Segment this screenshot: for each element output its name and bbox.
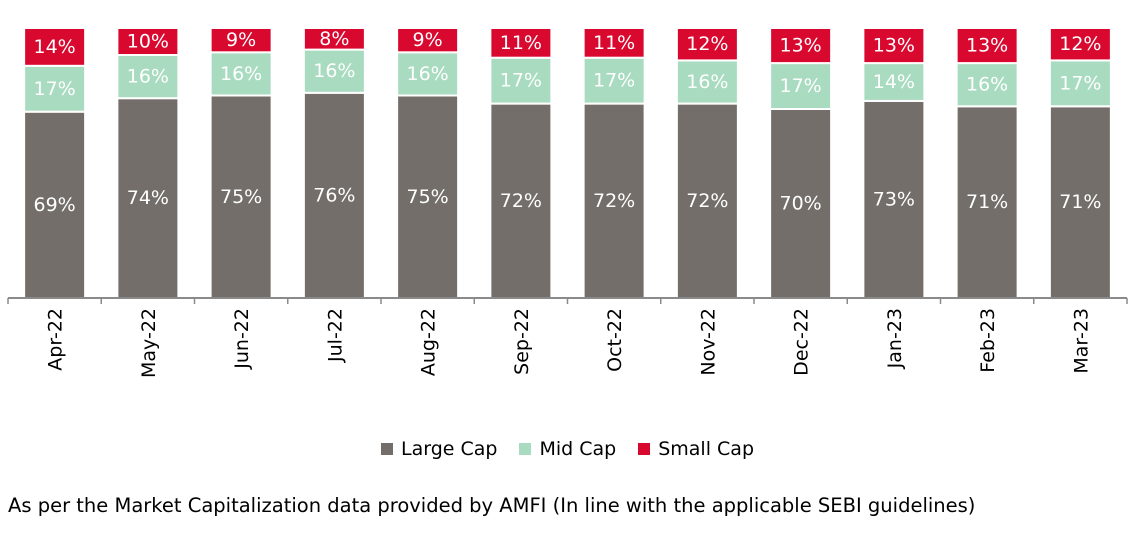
data-label-large-cap-feb-23: 71% (966, 191, 1008, 213)
x-tick-label-jul-22: Jul-22 (324, 308, 346, 363)
bar-mid-cap-feb-23 (955, 62, 1019, 108)
bar-mid-cap-aug-22 (396, 51, 460, 97)
data-label-small-cap-jul-22: 8% (319, 28, 349, 50)
data-label-small-cap-apr-22: 14% (34, 36, 76, 58)
bar-large-cap-dec-22 (769, 108, 833, 299)
legend-swatch-mid-cap (519, 443, 532, 455)
x-tick-label-dec-22: Dec-22 (791, 308, 813, 376)
data-label-mid-cap-sep-22: 17% (500, 70, 542, 92)
data-label-large-cap-jun-22: 75% (220, 186, 262, 208)
bar-small-cap-jul-22 (302, 27, 366, 51)
data-label-mid-cap-oct-22: 17% (593, 70, 635, 92)
stacked-bar-chart: 69% 17% 14% 74% 16% 10% 75% 16% 9% 76% 16% 8% 75% 16%… (7, 27, 1128, 378)
data-label-mid-cap-jun-22: 16% (220, 63, 262, 85)
x-tick-label-jan-23: Jan-23 (884, 308, 906, 369)
legend-label-small-cap: Small Cap (658, 438, 754, 460)
bar-small-cap-mar-23 (1048, 27, 1112, 62)
footnote: As per the Market Capitalization data pr… (8, 494, 976, 517)
x-tick-label-feb-23: Feb-23 (977, 308, 999, 373)
bar-large-cap-oct-22 (582, 102, 646, 299)
bar-small-cap-feb-23 (955, 27, 1019, 65)
data-label-large-cap-jan-23: 73% (873, 188, 915, 210)
data-label-mid-cap-dec-22: 17% (780, 75, 822, 97)
data-label-small-cap-feb-23: 13% (966, 35, 1008, 57)
data-label-mid-cap-may-22: 16% (127, 66, 169, 88)
bar-small-cap-oct-22 (582, 27, 646, 59)
bar-mid-cap-jan-23 (862, 62, 926, 102)
bar-mid-cap-oct-22 (582, 56, 646, 105)
data-label-large-cap-mar-23: 71% (1059, 191, 1101, 213)
bar-small-cap-apr-22 (23, 27, 87, 67)
data-label-large-cap-jul-22: 76% (313, 184, 355, 206)
data-label-small-cap-oct-22: 11% (593, 32, 635, 54)
x-tick-label-aug-22: Aug-22 (418, 308, 440, 376)
bars (23, 27, 1112, 300)
data-label-small-cap-nov-22: 12% (686, 33, 728, 55)
data-label-mid-cap-nov-22: 16% (686, 71, 728, 93)
data-label-mid-cap-aug-22: 16% (407, 63, 449, 85)
bar-mid-cap-mar-23 (1048, 59, 1112, 108)
bar-small-cap-aug-22 (396, 27, 460, 54)
data-label-mid-cap-mar-23: 17% (1059, 72, 1101, 94)
bar-small-cap-dec-22 (769, 27, 833, 65)
x-tick-label-sep-22: Sep-22 (511, 308, 533, 375)
legend-swatch-small-cap (638, 443, 651, 455)
data-label-small-cap-mar-23: 12% (1059, 33, 1101, 55)
legend-label-large-cap: Large Cap (401, 438, 498, 460)
bar-large-cap-apr-22 (23, 110, 87, 299)
data-label-mid-cap-jan-23: 14% (873, 71, 915, 93)
data-label-mid-cap-feb-23: 16% (966, 74, 1008, 96)
x-tick-label-oct-22: Oct-22 (604, 308, 626, 372)
legend-item-small-cap: Small Cap (638, 438, 754, 460)
bar-small-cap-nov-22 (675, 27, 739, 62)
data-label-large-cap-oct-22: 72% (593, 190, 635, 212)
bar-small-cap-jun-22 (209, 27, 273, 54)
bar-mid-cap-apr-22 (23, 64, 87, 113)
chart-legend: Large Cap Mid Cap Small Cap (0, 438, 1135, 460)
data-label-small-cap-may-22: 10% (127, 31, 169, 53)
x-tick-labels: Apr-22 May-22 Jun-22 Jul-22 Aug-22 Sep-22 Oct-… (45, 308, 1093, 378)
bar-mid-cap-jul-22 (302, 48, 366, 94)
data-label-mid-cap-apr-22: 17% (34, 78, 76, 100)
bar-large-cap-sep-22 (489, 102, 553, 299)
data-label-small-cap-jan-23: 13% (873, 35, 915, 57)
data-label-small-cap-jun-22: 9% (226, 29, 256, 51)
data-label-mid-cap-jul-22: 16% (313, 60, 355, 82)
data-label-large-cap-sep-22: 72% (500, 190, 542, 212)
data-label-small-cap-sep-22: 11% (500, 32, 542, 54)
data-label-large-cap-nov-22: 72% (686, 190, 728, 212)
bar-small-cap-sep-22 (489, 27, 553, 59)
legend-item-large-cap: Large Cap (381, 438, 497, 460)
bar-small-cap-jan-23 (862, 27, 926, 65)
data-label-small-cap-aug-22: 9% (413, 29, 443, 51)
legend-label-mid-cap: Mid Cap (539, 438, 617, 460)
bar-mid-cap-sep-22 (489, 56, 553, 105)
bar-small-cap-may-22 (116, 27, 180, 56)
data-labels: 69% 17% 14% 74% 16% 10% 75% 16% 9% 76% 16% 8% 75% 16%… (34, 28, 1102, 216)
bar-large-cap-may-22 (116, 97, 180, 299)
bar-large-cap-jul-22 (302, 91, 366, 299)
legend-swatch-large-cap (381, 443, 393, 455)
data-label-large-cap-dec-22: 70% (780, 193, 822, 215)
legend-item-mid-cap: Mid Cap (519, 438, 616, 460)
x-tick-label-jun-22: Jun-22 (231, 308, 253, 370)
bar-mid-cap-nov-22 (675, 59, 739, 105)
x-tick-label-may-22: May-22 (138, 308, 160, 378)
data-label-large-cap-aug-22: 75% (407, 186, 449, 208)
data-label-small-cap-dec-22: 13% (780, 35, 822, 57)
bar-large-cap-aug-22 (396, 94, 460, 299)
x-tick-label-nov-22: Nov-22 (697, 308, 719, 376)
data-label-large-cap-may-22: 74% (127, 187, 169, 209)
x-tick-label-mar-23: Mar-23 (1070, 308, 1092, 374)
bar-mid-cap-jun-22 (209, 51, 273, 97)
data-label-large-cap-apr-22: 69% (34, 194, 76, 216)
x-tick-label-apr-22: Apr-22 (45, 308, 67, 371)
